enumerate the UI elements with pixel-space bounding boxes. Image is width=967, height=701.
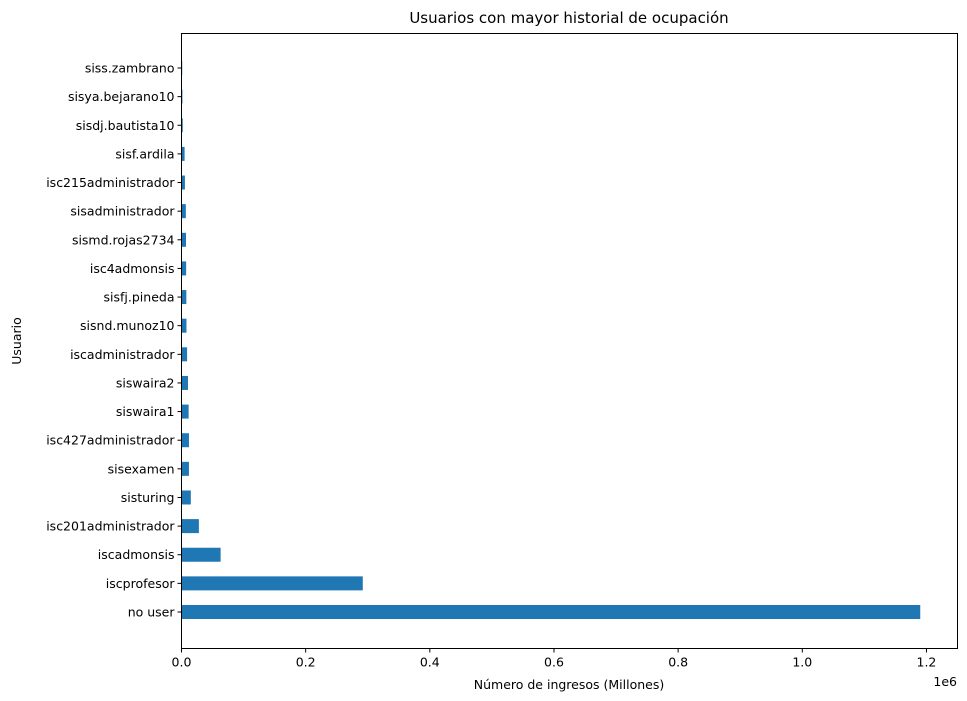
bar-sisexamen	[181, 461, 189, 476]
y-tick-label: iscadmonsis	[98, 547, 175, 562]
bar-iscadministrador	[181, 347, 188, 362]
y-tick-label: sisya.bejarano10	[68, 89, 175, 104]
bar-sisdj-bautista10	[181, 118, 183, 133]
chart-title: Usuarios con mayor historial de ocupació…	[409, 9, 728, 27]
x-tick-label: 0.6	[544, 655, 564, 670]
y-tick-label: iscadministrador	[70, 347, 175, 362]
x-axis-offset-text: 1e6	[933, 674, 957, 689]
x-axis-ticks: 0.0 0.2 0.4 0.6 0.8 1.0 1.2	[172, 648, 937, 670]
bar-sisfj-pineda	[181, 290, 187, 305]
bar-isc4admonsis	[181, 261, 187, 276]
bar-sisnd-munoz10	[181, 318, 187, 333]
y-tick-label: sisnd.munoz10	[80, 318, 175, 333]
y-tick-label: sisf.ardila	[115, 146, 174, 161]
bars-group	[181, 61, 921, 619]
y-tick-label: iscprofesor	[106, 576, 176, 591]
bar-no-user	[181, 605, 921, 619]
bar-sismd-rojas2734	[181, 232, 187, 247]
bar-sisf-ardila	[181, 146, 185, 161]
y-tick-label: isc215administrador	[46, 175, 175, 190]
bar-iscprofesor	[181, 576, 363, 591]
x-axis-label: Número de ingresos (Millones)	[474, 677, 665, 692]
y-tick-label: sisadministrador	[70, 204, 175, 219]
y-tick-label: sisfj.pineda	[104, 290, 175, 305]
bar-isc215administrador	[181, 175, 185, 190]
y-tick-label: sisdj.bautista10	[76, 118, 175, 133]
y-tick-label: no user	[128, 605, 176, 620]
bar-siswaira2	[181, 375, 189, 390]
y-tick-label: siss.zambrano	[85, 61, 175, 76]
x-tick-label: 1.0	[792, 655, 812, 670]
x-tick-label: 0.0	[172, 655, 192, 670]
y-tick-label: siswaira1	[116, 404, 175, 419]
y-tick-label: sismd.rojas2734	[72, 232, 175, 247]
y-tick-label: isc201administrador	[46, 519, 175, 534]
x-tick-label: 1.2	[917, 655, 937, 670]
y-tick-label: siswaira2	[116, 375, 175, 390]
y-tick-label: sisexamen	[108, 461, 175, 476]
y-axis-label: Usuario	[9, 317, 24, 365]
plot-frame	[181, 33, 958, 649]
y-tick-label: isc427administrador	[46, 433, 175, 448]
x-tick-label: 0.4	[420, 655, 440, 670]
bar-sisturing	[181, 490, 191, 505]
bar-iscadmonsis	[181, 547, 221, 562]
bar-isc427administrador	[181, 433, 189, 448]
bar-isc201administrador	[181, 519, 199, 534]
y-tick-label: sisturing	[121, 490, 175, 505]
bar-sisadministrador	[181, 204, 186, 219]
x-tick-label: 0.2	[296, 655, 316, 670]
y-axis-ticks: no user iscprofesor iscadmonsis isc201admin…	[46, 61, 182, 620]
y-tick-label: isc4admonsis	[90, 261, 175, 276]
bar-siswaira1	[181, 404, 189, 419]
x-tick-label: 0.8	[668, 655, 688, 670]
